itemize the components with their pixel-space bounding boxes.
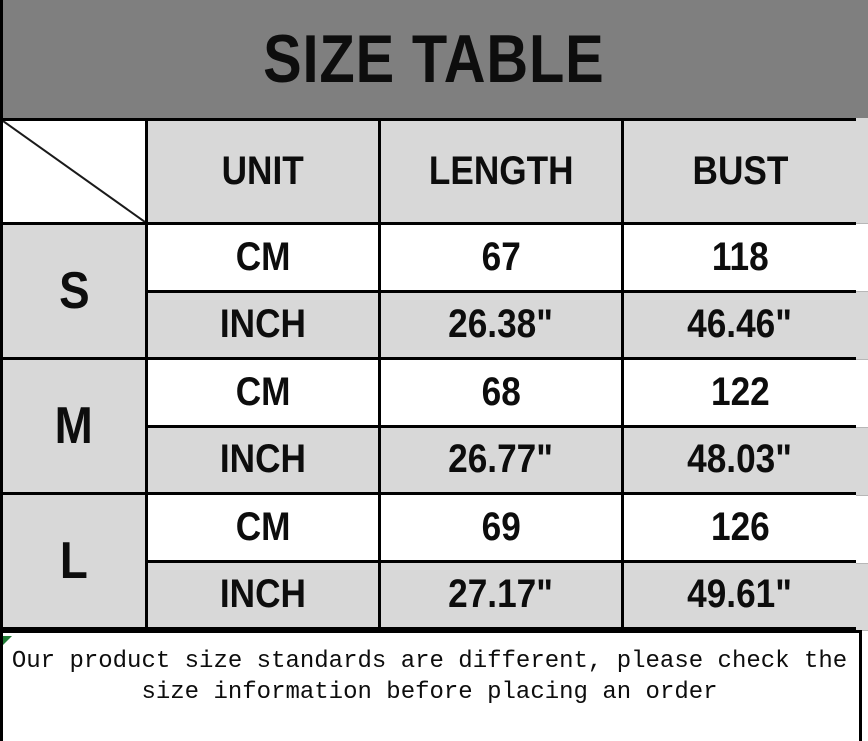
cell-bust: 46.46" (621, 289, 859, 360)
footer-note: Our product size standards are different… (0, 630, 862, 741)
cell-bust: 122 (621, 357, 859, 428)
diagonal-line-icon (3, 121, 145, 222)
cell-unit: INCH (145, 289, 381, 360)
cell-length: 26.38" (378, 289, 624, 360)
table-row: INCH 26.38" 46.46" (2, 289, 859, 360)
cell-unit: INCH (145, 559, 381, 630)
footer-note-line: Our product size standards are different… (11, 648, 848, 675)
cell-length: 67 (378, 222, 624, 293)
table-row: INCH 27.17" 49.61" (2, 559, 859, 630)
table-overflow-strip (856, 118, 868, 631)
left-border-line (0, 0, 3, 741)
table-row: INCH 26.77" 48.03" (2, 424, 859, 495)
size-label-m: M (0, 357, 148, 495)
table-row: M CM 68 122 (0, 357, 859, 495)
header-row: UNIT LENGTH BUST (0, 118, 859, 225)
size-table: UNIT LENGTH BUST S CM 67 118 INCH 26.38"… (0, 118, 859, 630)
column-header-bust: BUST (621, 118, 859, 225)
column-header-length: LENGTH (378, 118, 624, 225)
cell-bust: 48.03" (621, 424, 859, 495)
cell-bust: 118 (621, 222, 859, 293)
cell-bust: 126 (621, 492, 859, 563)
green-corner-marker (3, 636, 12, 645)
cell-bust: 49.61" (621, 559, 859, 630)
cell-unit: CM (145, 357, 381, 428)
column-header-unit: UNIT (145, 118, 381, 225)
table-row: L CM 69 126 (0, 492, 859, 630)
table-row: S CM 67 118 (0, 222, 859, 360)
cell-unit: CM (145, 492, 381, 563)
cell-unit: INCH (145, 424, 381, 495)
size-label-l: L (0, 492, 148, 630)
cell-length: 68 (378, 357, 624, 428)
page-title: SIZE TABLE (263, 21, 605, 97)
footer-note-line: size information before placing an order (141, 679, 718, 706)
cell-length: 26.77" (378, 424, 624, 495)
cell-unit: CM (145, 222, 381, 293)
cell-length: 27.17" (378, 559, 624, 630)
size-label-s: S (0, 222, 148, 360)
diagonal-corner-cell (0, 118, 148, 225)
banner: SIZE TABLE (0, 0, 868, 118)
cell-length: 69 (378, 492, 624, 563)
